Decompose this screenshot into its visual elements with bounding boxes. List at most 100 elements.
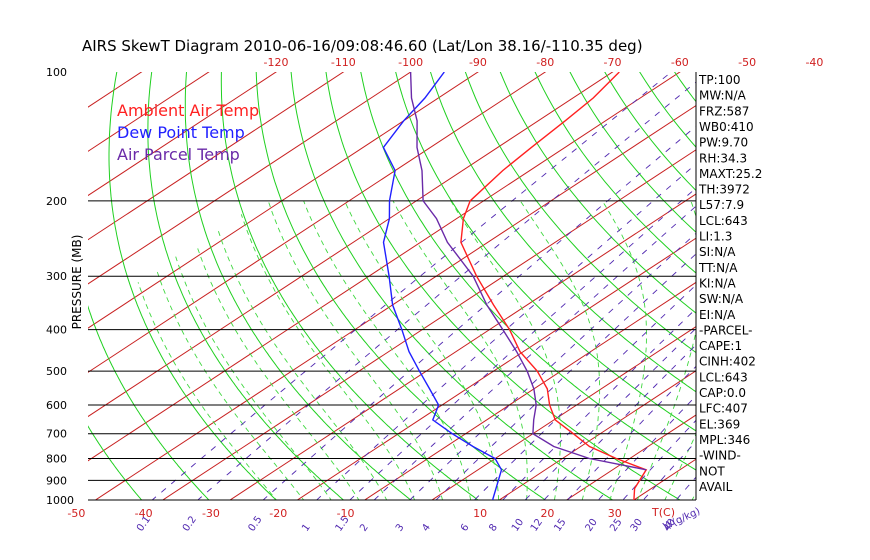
moist-adiabat-line — [344, 200, 500, 500]
mixing-ratio-line — [524, 327, 696, 500]
isotherm-line — [565, 414, 696, 500]
mixing-ratio-label: 20 — [584, 517, 600, 534]
isotherm-line — [88, 72, 277, 197]
dry-adiabat-line — [255, 72, 547, 500]
isotherm-line — [161, 149, 696, 500]
index-label: MAXT:25.2 — [699, 167, 762, 181]
isotherm-line — [88, 72, 345, 241]
chart-title: AIRS SkewT Diagram 2010-06-16/09:08:46.6… — [82, 37, 643, 55]
index-label: CAP:0.0 — [699, 386, 746, 400]
isotherm-line — [88, 72, 412, 285]
index-label: LFC:407 — [699, 402, 748, 416]
mixing-ratio-line — [566, 365, 696, 500]
bottom-temp-tick-label: 20 — [540, 507, 554, 520]
dry-adiabat-line — [325, 72, 682, 500]
dry-adiabat-line — [840, 63, 870, 510]
dry-adiabat-line — [108, 72, 277, 500]
mixing-ratio-line — [349, 187, 696, 500]
moist-adiabat-line — [303, 200, 472, 500]
moist-adiabat-line — [450, 200, 561, 500]
moist-adiabat-line — [240, 214, 416, 500]
top-temp-tick-label: -60 — [671, 56, 689, 69]
index-label: TP:100 — [698, 73, 741, 87]
index-label: EL:369 — [699, 417, 740, 431]
dry-adiabat-line — [88, 305, 210, 500]
dry-adiabat-line — [220, 72, 479, 500]
top-temp-tick-label: -120 — [264, 56, 289, 69]
bottom-temp-tick-label: -30 — [202, 507, 220, 520]
ambient-temp-line — [460, 72, 648, 500]
moist-adiabat-line — [156, 269, 305, 500]
bottom-temp-tick-label: -10 — [337, 507, 355, 520]
isotherm-line — [88, 72, 681, 462]
chart-legend: Ambient Air Temp Dew Point Temp Air Parcel… — [117, 101, 259, 164]
mixing-ratio-line — [262, 125, 696, 500]
moist-adiabat-line — [519, 200, 601, 500]
index-label: -PARCEL- — [699, 323, 753, 337]
isotherm-line — [755, 62, 870, 509]
mixing-ratio-line — [373, 205, 696, 500]
bottom-temp-tick-label: 10 — [473, 507, 487, 520]
moist-adiabat-line — [137, 282, 277, 500]
mixing-ratio-line — [597, 395, 696, 500]
bottom-temp-tick-label: 30 — [608, 507, 622, 520]
index-label: LI:1.3 — [699, 230, 732, 244]
moist-adiabat-line — [196, 245, 360, 500]
top-temp-tick-label: -90 — [469, 56, 487, 69]
pressure-tick-label: 500 — [46, 365, 67, 378]
mixing-ratio-label: 8 — [487, 522, 500, 534]
dry-adiabat-line — [806, 63, 870, 510]
chart-axes: 100 200 300 400 500 600 700 800 900 1000 -120 -110 -… — [46, 56, 823, 534]
dewpoint-temp-line — [382, 72, 503, 500]
dry-adiabat-line — [360, 72, 696, 471]
top-temp-tick-label: -50 — [738, 56, 756, 69]
mixing-ratio-label: 30 — [629, 517, 645, 534]
moist-adiabat-line — [636, 200, 696, 500]
temp-unit-label: T(C) — [651, 506, 675, 519]
bottom-temp-tick-label: -20 — [269, 507, 287, 520]
mixing-ratio-label: 0.2 — [181, 514, 199, 533]
index-label: FRZ:587 — [699, 104, 749, 118]
mixing-ratio-label: 0.5 — [246, 514, 264, 533]
moist-adiabat-line — [217, 230, 388, 500]
index-label: CINH:402 — [699, 355, 756, 369]
isotherm-line — [363, 281, 696, 500]
pressure-tick-label: 100 — [46, 66, 67, 79]
pressure-tick-label: 1000 — [46, 494, 74, 507]
index-label: MW:N/A — [699, 89, 747, 103]
pressure-tick-label: 900 — [46, 474, 67, 487]
mixing-ratio-label: 15 — [552, 517, 568, 534]
dry-adiabat-line — [147, 72, 345, 500]
mixing-ratio-line — [473, 284, 696, 500]
pressure-tick-label: 800 — [46, 453, 67, 466]
index-label: CAPE:1 — [699, 339, 742, 353]
index-label: -WIND- — [699, 449, 741, 463]
chart-background-lines — [88, 62, 870, 510]
legend-dew-point-temp: Dew Point Temp — [117, 123, 245, 142]
legend-ambient-air-temp: Ambient Air Temp — [117, 101, 259, 120]
isotherm-line — [431, 326, 696, 500]
mixing-ratio-line — [622, 419, 696, 500]
dry-adiabat-line — [737, 63, 870, 510]
isobar-lines — [88, 72, 697, 501]
pressure-tick-label: 700 — [46, 428, 67, 441]
isotherm-line — [498, 370, 696, 500]
isotherm-line — [296, 237, 696, 500]
mixing-ratio-label: 1 — [300, 522, 313, 534]
mixing-ratio-line — [435, 253, 696, 500]
pressure-tick-label: 300 — [46, 270, 67, 283]
mixing-ratio-line — [409, 232, 696, 500]
index-label: LCL:643 — [699, 370, 748, 384]
index-label: WB0:410 — [699, 120, 754, 134]
y-axis-label: PRESSURE (MB) — [70, 235, 84, 330]
top-temp-tick-label: -100 — [398, 56, 423, 69]
isotherm-line — [88, 72, 547, 373]
isotherm-line — [229, 193, 696, 500]
moist-adiabat-line — [267, 200, 444, 500]
moist-adiabat-line — [175, 256, 332, 500]
index-label: NOT — [699, 464, 725, 478]
mixing-ratio-line — [543, 344, 696, 500]
mixing-ratio-label: 2 — [358, 522, 371, 534]
moist-adiabat-line — [601, 200, 647, 500]
parcel-temp-line — [409, 72, 647, 471]
